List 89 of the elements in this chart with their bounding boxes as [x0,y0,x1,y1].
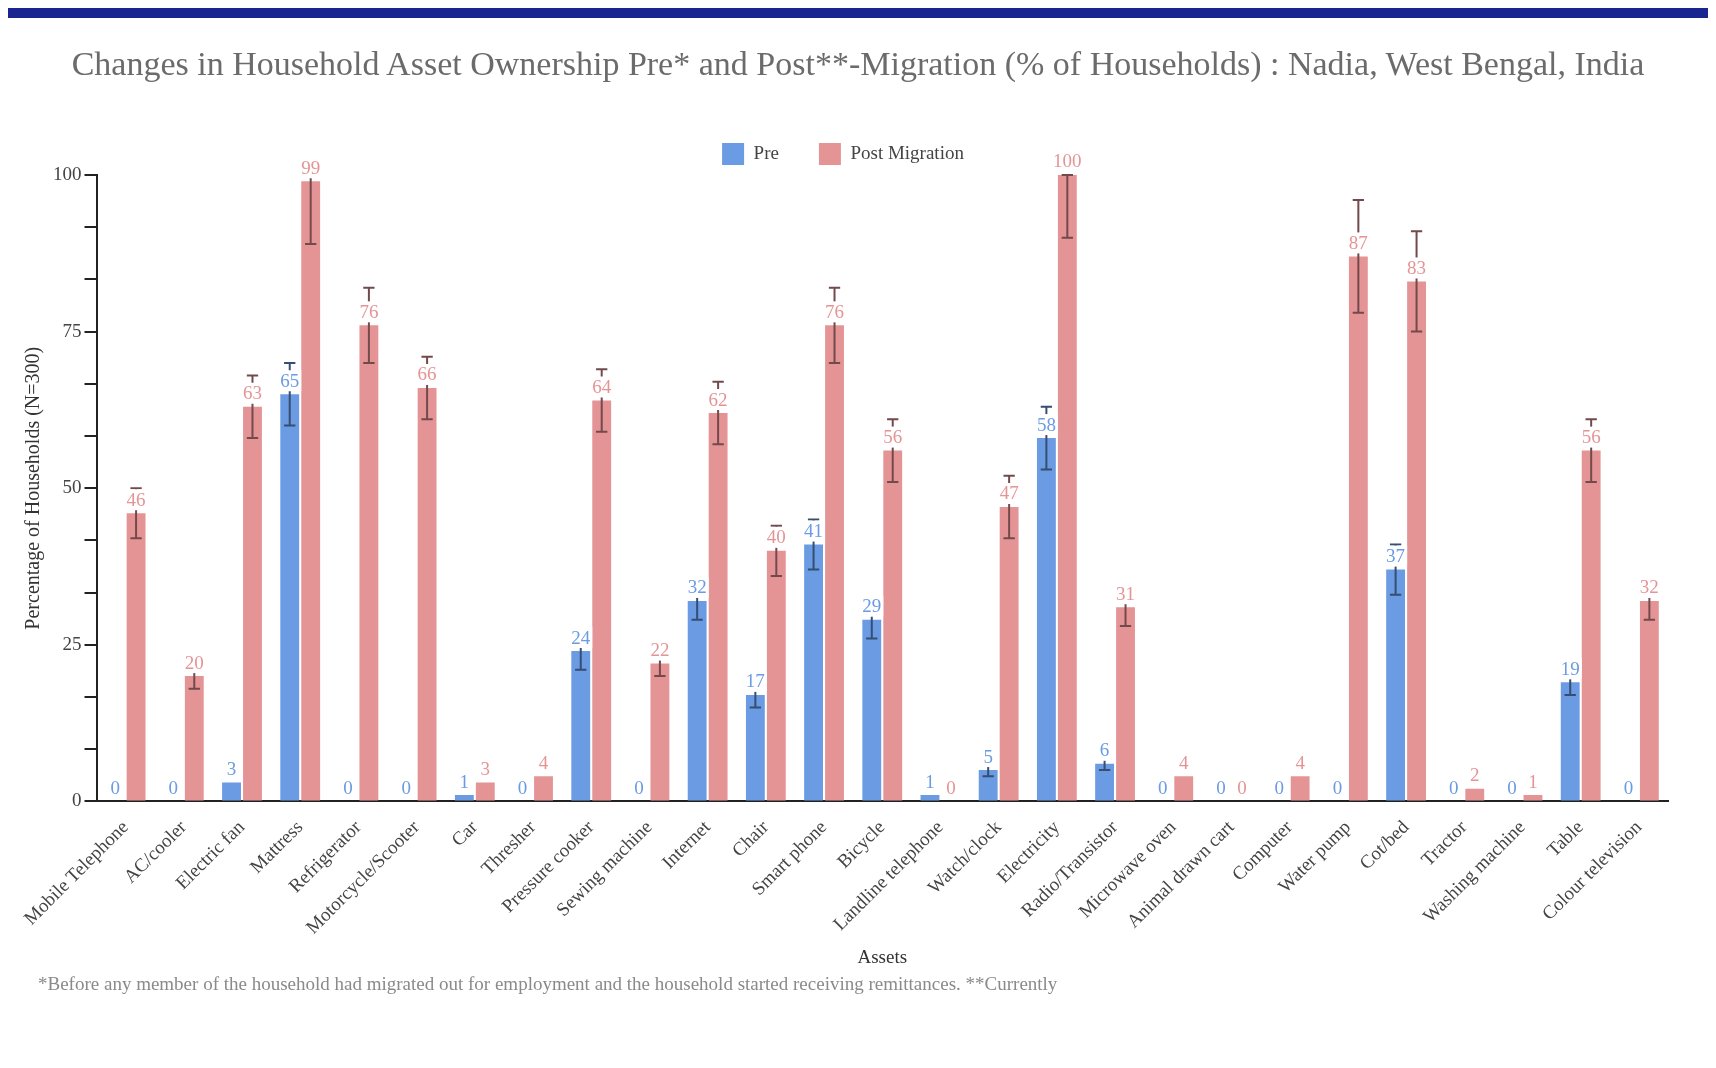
data-label: 0 [1507,776,1517,798]
y-tick-label: 50 [62,476,82,498]
data-label: 41 [804,520,824,542]
data-label: 1 [1528,770,1538,792]
data-label: 0 [343,776,353,798]
data-label: 76 [825,300,845,322]
data-label: 0 [1216,776,1226,798]
data-label: 17 [745,670,765,692]
data-label: 99 [301,156,321,178]
data-label: 4 [538,751,549,773]
data-label: 65 [280,369,300,391]
data-label: 56 [883,426,903,448]
data-label: 0 [1158,776,1168,798]
data-label: 5 [983,745,993,767]
data-label: 24 [571,626,591,648]
data-label: 0 [1623,776,1634,798]
bar [417,388,437,801]
data-label: 56 [1581,426,1601,448]
y-tick-label: 75 [62,319,82,341]
data-label: 0 [634,776,644,798]
data-label: 22 [650,639,670,661]
legend-label: Post Migration [850,142,965,164]
data-label: 3 [226,758,237,780]
y-tick-label: 0 [72,789,82,811]
legend-label: Pre [753,142,779,164]
data-label: 0 [517,776,528,798]
chart-title: Changes in Household Asset Ownership Pre* and Post**-Migration (% of Households) : Nadia, West Bengal, India [70,44,1646,84]
bar [475,782,495,801]
data-label: 58 [1036,413,1056,435]
data-label: 31 [1116,582,1136,604]
data-label: 19 [1560,657,1580,679]
bar [1639,601,1659,801]
data-label: 32 [1639,576,1659,598]
data-label: 0 [946,776,956,798]
text: *Before any member of the household had migrated out for employment and the household started receiving remittances. **Currently [38,973,1059,996]
data-label: 0 [168,776,179,798]
data-label: 2 [1470,764,1480,786]
data-label: 0 [1449,776,1459,798]
data-label: 1 [459,770,470,792]
data-label: 20 [184,651,204,673]
data-label: 66 [417,363,437,385]
data-label: 37 [1386,545,1406,567]
bar [708,413,728,801]
bar [359,325,379,801]
bar [999,507,1019,801]
data-label: 63 [242,382,262,404]
bar [883,450,903,801]
data-label: 100 [1053,150,1082,172]
x-axis-title: Assets [857,945,908,967]
data-label: 29 [862,595,882,617]
bar [222,782,241,801]
data-label: 83 [1407,257,1427,279]
bar [1407,281,1426,801]
data-label: 76 [359,300,379,322]
data-label: 40 [766,526,786,548]
bar [687,601,707,801]
data-label: 32 [687,576,707,598]
bar [534,776,553,801]
data-label: 62 [708,388,728,410]
data-label: 0 [1274,776,1284,798]
data-label: 1 [925,770,935,792]
bar [920,795,940,801]
data-label: 46 [126,488,146,510]
bar [454,795,474,801]
data-label: 6 [1099,739,1110,761]
data-label: 4 [1295,751,1306,773]
data-label: 87 [1348,232,1368,254]
bar [825,325,844,801]
data-label: 0 [1332,776,1343,798]
data-label: 47 [999,482,1019,504]
bar [592,400,612,801]
bar [1523,795,1543,801]
data-label: 4 [1179,751,1189,773]
bar [1290,776,1310,801]
x-tick-label: Car [446,815,482,851]
data-label: 64 [592,376,612,398]
bar [1581,450,1601,801]
bar [1465,788,1485,801]
bar [1348,256,1368,801]
y-tick-label: 25 [62,632,82,654]
y-tick-label: 100 [53,163,82,185]
bar [1057,175,1077,801]
data-label: 0 [110,776,120,798]
bar [243,406,262,801]
data-label: 3 [480,758,491,780]
y-axis-title: Percentage of Households (N=300) [21,346,45,630]
bar [1174,776,1194,801]
data-label: 0 [1237,776,1247,798]
data-label: 0 [401,776,411,798]
